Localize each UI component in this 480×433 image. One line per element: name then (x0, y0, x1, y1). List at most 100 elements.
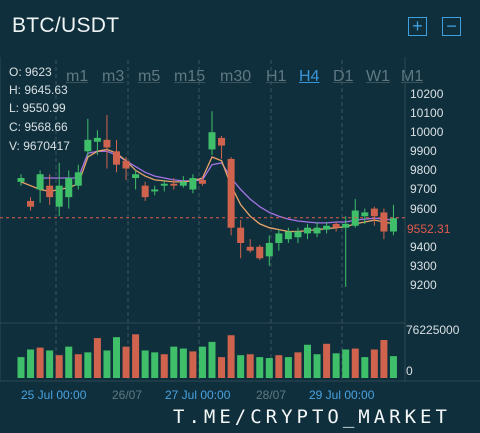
candle-body (275, 233, 283, 243)
volume-bar (370, 349, 378, 378)
candle-body (179, 181, 187, 186)
candle-body (46, 185, 54, 198)
volume-bar (179, 348, 187, 378)
pair-title: BTC/USDT (12, 14, 120, 37)
candle-body (36, 174, 44, 190)
volume-bar (323, 343, 331, 378)
candle-body (160, 183, 168, 186)
volume-bar (342, 349, 350, 378)
candle-body (141, 185, 149, 198)
volume-bar (17, 357, 25, 378)
volume-bar (132, 334, 140, 378)
price-tick: 9900 (410, 144, 437, 158)
candle-body (208, 132, 216, 150)
candle-body (17, 178, 25, 182)
timeframe-m1[interactable]: m1 (66, 68, 89, 85)
volume-bar (65, 346, 73, 378)
timeframe-m3[interactable]: m3 (102, 68, 125, 85)
timeframe-h1[interactable]: H1 (266, 68, 287, 85)
candle-body (256, 246, 264, 259)
price-tick: 9700 (410, 182, 437, 196)
timeframe-m30[interactable]: m30 (220, 68, 252, 85)
candle-body (246, 246, 254, 251)
volume-bar (36, 347, 44, 378)
volume-bar (227, 335, 235, 378)
price-tick: 9800 (410, 163, 437, 177)
ohlc-volume: V: 9670417 (9, 139, 70, 153)
candle-body (55, 185, 63, 207)
candle-body (313, 227, 321, 234)
volume-bar (265, 358, 273, 378)
candle-body (113, 151, 120, 165)
candle-body (218, 137, 226, 146)
price-tick: 9300 (410, 259, 437, 273)
ma-slow-line (40, 150, 394, 224)
volume-bar (256, 357, 264, 378)
volume-bar (74, 354, 82, 378)
volume-bar (237, 355, 245, 378)
candle-body (304, 227, 311, 234)
timeframe-m5[interactable]: m5 (138, 68, 161, 85)
volume-bar (189, 351, 197, 378)
candle-body (342, 223, 350, 228)
volume-bar (113, 337, 120, 378)
time-tick: 25 Jul 00:00 (21, 388, 87, 402)
time-tick: 28/07 (256, 388, 287, 402)
price-tick: 10100 (410, 106, 444, 120)
price-tick: 10000 (410, 125, 444, 139)
candle-body (389, 218, 397, 232)
volume-bar (313, 354, 321, 378)
timeframe-h4[interactable]: H4 (299, 68, 320, 85)
candle-body (332, 223, 340, 228)
candle-body (170, 183, 178, 186)
volume-bar (46, 350, 54, 378)
price-tick: 10200 (410, 87, 444, 101)
candle-body (323, 225, 331, 230)
volume-bar (198, 346, 206, 378)
volume-bar (246, 354, 254, 378)
volume-bar (170, 346, 178, 378)
time-tick: 26/07 (112, 388, 143, 402)
volume-bar (103, 350, 111, 378)
candle-body (370, 208, 378, 217)
volume-bar (389, 356, 397, 378)
ohlc-high: H: 9645.63 (9, 83, 68, 97)
volume-bar (84, 352, 92, 378)
candle-body (198, 179, 206, 184)
timeframe-mn1[interactable]: M1 (401, 68, 424, 85)
candle-body (284, 231, 292, 240)
time-tick: 29 Jul 00:00 (309, 388, 375, 402)
volume-bar (304, 344, 311, 378)
candle-body (380, 212, 388, 232)
timeframe-m15[interactable]: m15 (174, 68, 206, 85)
volume-max-label: 76225000 (406, 323, 460, 337)
volume-bar (151, 352, 159, 378)
volume-bar (284, 357, 292, 378)
candle-body (294, 231, 302, 238)
candle-body (227, 158, 235, 228)
candle-body (361, 212, 369, 217)
volume-bar (361, 357, 369, 378)
price-tick: 9200 (410, 278, 437, 292)
ohlc-close: C: 9568.66 (9, 120, 68, 134)
candle-body (103, 139, 111, 148)
time-tick: 27 Jul 00:00 (165, 388, 231, 402)
candle-body (27, 200, 35, 207)
volume-bar (160, 354, 168, 378)
volume-bar (27, 349, 35, 378)
volume-bar (55, 355, 63, 378)
zoom-in-button[interactable]: + (408, 17, 427, 36)
volume-bar (275, 355, 283, 378)
zoom-out-button[interactable]: − (442, 17, 461, 36)
timeframe-d1[interactable]: D1 (333, 68, 354, 85)
candle-body (265, 242, 273, 257)
volume-bar (351, 348, 359, 378)
candle-body (189, 178, 197, 190)
volume-bar (93, 338, 101, 378)
candle-body (74, 172, 82, 186)
volume-min-label: 0 (406, 364, 413, 378)
timeframe-w1[interactable]: W1 (366, 68, 390, 85)
candle-body (93, 137, 101, 142)
ohlc-low: L: 9550.99 (9, 101, 66, 115)
